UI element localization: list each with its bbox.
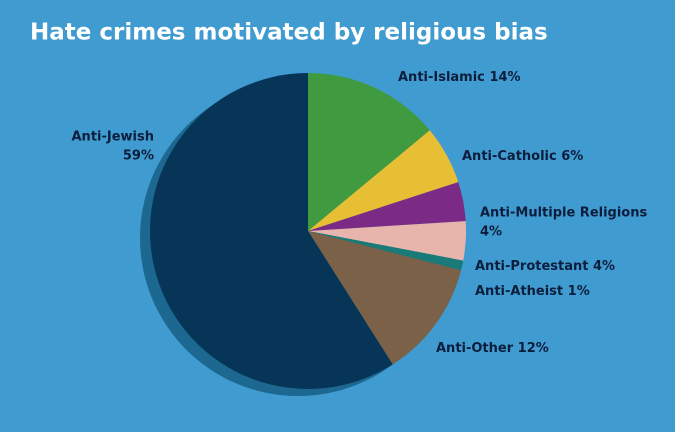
slice-label: Anti-Multiple Religions: [480, 206, 647, 221]
slice-value-label: 59%: [123, 149, 154, 164]
slice-label: Anti-Atheist: [475, 284, 563, 299]
slice-label-group: Anti-Islamic 14%: [398, 70, 521, 85]
slice-label-group: Anti-Protestant 4%: [475, 259, 615, 274]
slice-label: Anti-Protestant: [475, 259, 588, 274]
slice-label-group: Anti-Atheist 1%: [475, 284, 590, 299]
slice-label: Anti-Catholic: [462, 149, 557, 164]
slice-label-group: Anti-Catholic 6%: [462, 149, 583, 164]
slice-value-label: 4%: [593, 259, 615, 274]
slice-value-label: 4%: [480, 225, 502, 240]
pie-slice: [308, 182, 466, 231]
pie-slice: [150, 73, 393, 389]
slice-value-label: 12%: [518, 341, 549, 356]
chart-title: Hate crimes motivated by religious bias: [30, 20, 548, 46]
pie-slice: [308, 130, 459, 231]
slice-label: Anti-Islamic: [398, 70, 485, 85]
slice-value-label: 1%: [568, 284, 590, 299]
pie-slice: [308, 221, 467, 261]
slice-value-label: 6%: [561, 149, 583, 164]
slice-label-group: Anti-Other 12%: [436, 341, 549, 356]
pie-slice: [308, 231, 462, 365]
slice-label: Anti-Other: [436, 341, 514, 356]
pie-slice: [308, 73, 430, 231]
pie-slice: [308, 231, 464, 271]
slice-value-label: 14%: [489, 70, 520, 85]
slice-label: Anti-Jewish: [72, 130, 155, 145]
